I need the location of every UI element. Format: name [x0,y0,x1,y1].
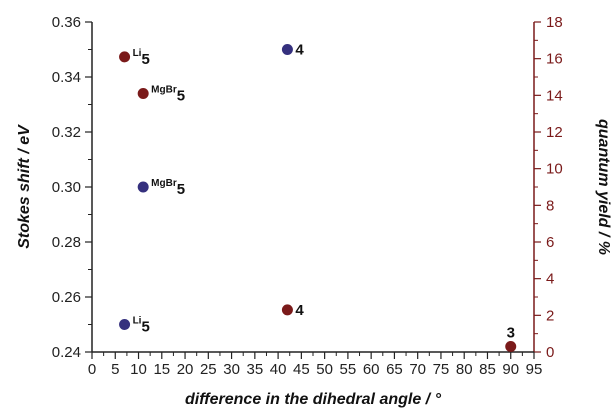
point-label-superscript: Li [133,48,142,59]
quantum-point-label: 3 [507,325,515,342]
quantum-point [119,51,131,63]
point-label-superscript: MgBr [151,178,177,189]
point-label-number: 5 [177,88,185,105]
x-tick-label: 30 [223,361,240,378]
x-tick-label: 50 [316,361,333,378]
x-tick-label: 55 [340,361,357,378]
right-y-tick-label: 6 [546,234,554,251]
right-y-tick-label: 4 [546,271,554,288]
left-y-tick-label: 0.24 [52,344,81,361]
left-y-axis: 0.24 0.26 0.28 0.30 0.32 0.34 0.36 [52,14,93,361]
x-axis-title: difference in the dihedral angle / ° [185,391,442,408]
left-y-tick-label: 0.30 [52,179,81,196]
x-tick-label: 40 [270,361,287,378]
left-y-tick-label: 0.36 [52,14,81,31]
x-tick-label: 35 [246,361,263,378]
x-tick-label: 10 [130,361,147,378]
data-points [119,44,517,352]
quantum-point [281,304,293,316]
stokes-point [281,44,293,55]
stokes-point [137,181,149,193]
left-y-tick-label: 0.32 [52,124,81,141]
x-tick-label: 70 [409,361,426,378]
point-label-number: 5 [177,181,185,198]
quantum-point-label: Li5 [133,48,150,68]
x-tick-label: 75 [433,361,450,378]
quantum-point [505,341,517,352]
right-y-axis-title: quantum yield / % [595,119,612,255]
right-y-tick-label: 12 [546,124,563,141]
left-y-tick-label: 0.28 [52,234,81,251]
x-tick-label: 90 [502,361,519,378]
right-y-tick-label: 2 [546,307,554,324]
x-tick-label: 60 [363,361,380,378]
point-label-superscript: Li [133,316,142,327]
right-y-tick-label: 18 [546,14,563,31]
right-y-tick-label: 0 [546,344,554,361]
stokes-point-label: 4 [295,42,304,59]
stokes-point-label: Li5 [133,316,150,336]
point-label-number: 5 [141,51,149,68]
right-y-tick-label: 10 [546,161,563,178]
x-tick-label: 25 [200,361,217,378]
point-label-number: 5 [141,319,149,336]
left-y-tick-label: 0.26 [52,289,81,306]
stokes-point-label: MgBr5 [151,178,185,198]
quantum-point [137,88,149,99]
x-tick-label: 5 [111,361,119,378]
right-y-tick-label: 14 [546,87,563,104]
x-tick-label: 85 [479,361,496,378]
stokes-point [119,319,131,330]
left-y-axis-title: Stokes shift / eV [16,124,33,249]
quantum-point-label: MgBr5 [151,85,185,105]
x-tick-label: 15 [153,361,170,378]
right-y-axis: 0 2 4 6 8 10 12 14 16 18 [533,14,563,361]
x-tick-label: 65 [386,361,403,378]
left-y-tick-label: 0.34 [52,69,81,86]
x-tick-label: 20 [177,361,194,378]
x-tick-label: 45 [293,361,310,378]
right-y-tick-label: 8 [546,197,554,214]
quantum-point-label: 4 [295,302,304,319]
x-tick-label: 95 [526,361,543,378]
point-label-superscript: MgBr [151,85,177,96]
x-tick-label: 0 [88,361,96,378]
x-axis: 0 5 10 15 20 25 30 35 40 45 50 55 60 65 70 75 80 85 90 95 [88,351,543,378]
right-y-tick-label: 16 [546,51,563,68]
x-tick-label: 80 [456,361,473,378]
